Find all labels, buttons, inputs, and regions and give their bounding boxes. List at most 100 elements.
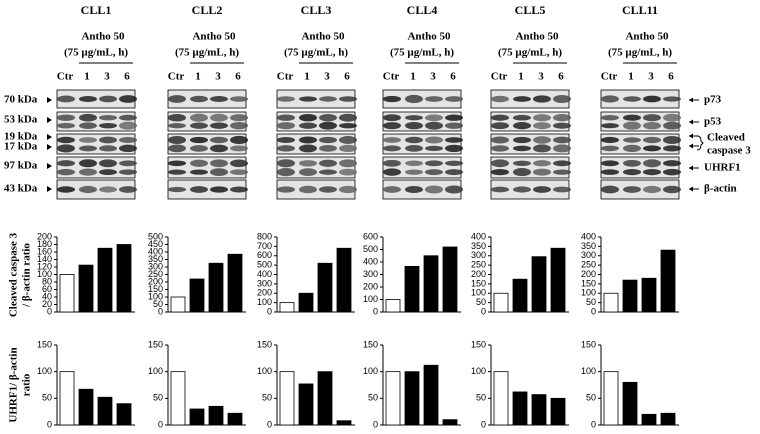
- bar: [404, 371, 420, 426]
- blot-band: [513, 96, 531, 102]
- blot-band: [405, 136, 423, 144]
- bar: [97, 247, 113, 313]
- y-tick-label: 400: [363, 256, 378, 266]
- y-tick-label: 50: [262, 393, 272, 403]
- blot-band: [168, 135, 186, 145]
- blot-band: [383, 186, 401, 193]
- blot-band: [210, 144, 228, 153]
- row-label: Cleaved caspase 3: [8, 232, 20, 317]
- y-tick-label: 100: [148, 366, 163, 376]
- blot-band: [405, 185, 423, 194]
- blot-band: [663, 160, 681, 167]
- blot-band: [533, 114, 551, 122]
- bar: [97, 396, 113, 426]
- blot-band: [445, 160, 463, 166]
- blot-band: [79, 159, 97, 168]
- blot-band: [643, 145, 661, 152]
- bar: [550, 397, 566, 426]
- blot-band: [405, 169, 423, 175]
- blot-band: [57, 168, 75, 176]
- bar: [622, 279, 638, 313]
- y-tick-label: 200: [363, 281, 378, 291]
- blot-band: [99, 123, 117, 129]
- blot-band: [277, 122, 295, 130]
- blot-band: [405, 115, 423, 121]
- lane-label: 3: [104, 71, 110, 83]
- blot-band: [445, 144, 463, 153]
- y-tick-label: 400: [581, 231, 596, 241]
- blot-band: [553, 136, 571, 144]
- y-tick-label: 100: [257, 366, 272, 376]
- bar: [603, 292, 619, 313]
- blot-band: [533, 144, 551, 153]
- blot-band: [445, 185, 463, 194]
- blot-band: [445, 122, 463, 129]
- y-tick-label: 300: [257, 278, 272, 288]
- blot-band: [383, 168, 401, 176]
- blot-band: [623, 169, 641, 176]
- y-tick-label: 0: [481, 306, 486, 316]
- dose: (75 µg/mL, h): [175, 47, 239, 59]
- lane-label: Ctr: [601, 71, 618, 83]
- bar: [78, 388, 94, 426]
- marker-label: 97 kDa: [4, 160, 38, 172]
- blot-band: [601, 136, 619, 144]
- marker-arrow: [47, 117, 52, 123]
- blot-band: [210, 113, 228, 122]
- protein-label: p53: [704, 116, 722, 128]
- lane-label: 6: [668, 71, 674, 83]
- blot-band: [210, 136, 228, 144]
- blot-band: [513, 136, 531, 144]
- y-tick-label: 200: [148, 276, 163, 286]
- marker-arrow: [47, 186, 52, 192]
- arrow-head: [689, 97, 693, 103]
- blot-band: [99, 95, 117, 103]
- y-tick-label: 150: [581, 278, 596, 288]
- blot-band: [533, 122, 551, 130]
- y-tick-label: 400: [148, 246, 163, 256]
- arrow-head: [689, 119, 693, 125]
- y-tick-label: 400: [257, 269, 272, 279]
- y-tick-label: 50: [476, 297, 486, 307]
- bar: [170, 371, 186, 426]
- blot-band: [299, 136, 317, 144]
- blot-band: [601, 160, 619, 167]
- blot-band: [553, 186, 571, 193]
- blot-band: [445, 96, 463, 102]
- bar: [660, 412, 676, 426]
- blot-band: [190, 122, 208, 129]
- y-tick-label: 0: [158, 306, 163, 316]
- bar: [208, 262, 224, 313]
- blot-band: [277, 186, 295, 193]
- arrow-head: [689, 143, 693, 149]
- marker-label: 17 kDa: [4, 141, 38, 153]
- dose: (75 µg/mL, h): [284, 47, 348, 59]
- blot-band: [277, 114, 295, 121]
- y-tick-label: 250: [581, 260, 596, 270]
- bar: [641, 413, 657, 426]
- protein-label: β-actin: [704, 183, 737, 195]
- blot-band: [168, 186, 186, 193]
- bar: [531, 256, 547, 313]
- lane-label: 3: [648, 71, 654, 83]
- lane-label: 1: [84, 71, 90, 83]
- blot-band: [623, 121, 641, 130]
- y-tick-label: 50: [586, 393, 596, 403]
- blot-band: [210, 122, 228, 129]
- blot-band: [643, 159, 661, 168]
- y-tick-label: 120: [37, 261, 52, 271]
- blot-band: [168, 160, 186, 167]
- marker-arrow: [47, 97, 52, 103]
- lane-label: 3: [324, 71, 330, 83]
- blot-band: [230, 121, 248, 130]
- lane-label: 3: [430, 71, 436, 83]
- blot-band: [299, 113, 317, 122]
- blot-band: [230, 96, 248, 102]
- blot-band: [299, 160, 317, 167]
- blot-band: [210, 186, 228, 193]
- lane-label: 1: [304, 71, 310, 83]
- y-tick-label: 100: [37, 366, 52, 376]
- lane-label: Ctr: [277, 71, 294, 83]
- blot-band: [491, 114, 509, 121]
